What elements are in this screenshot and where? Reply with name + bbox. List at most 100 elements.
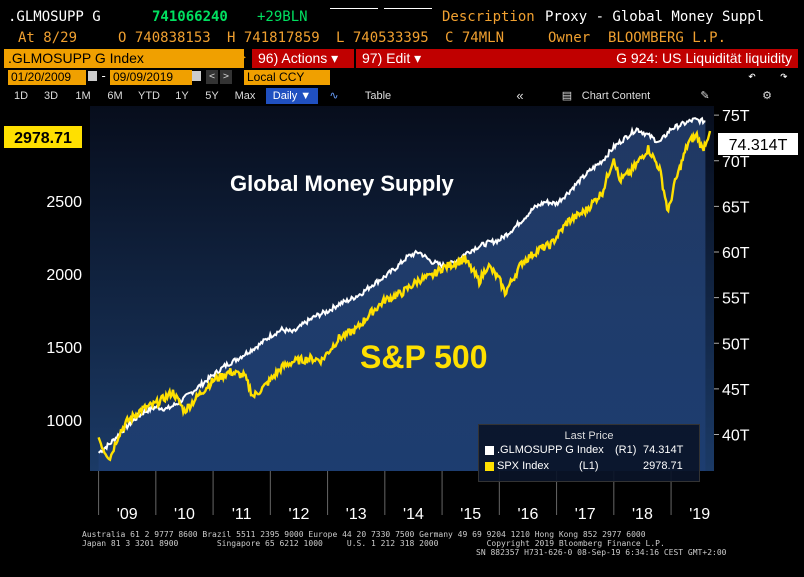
period-bar: 1D 3D 1M 6M YTD 1Y 5Y Max Daily ▼ ∿ Tabl… — [0, 86, 804, 106]
spx-data-point — [355, 329, 357, 331]
spx-data-point — [659, 168, 661, 170]
actions-menu[interactable]: 96) Actions ▾ — [252, 49, 354, 68]
period-ytd[interactable]: YTD — [138, 90, 160, 102]
gms-data-point — [338, 303, 340, 305]
gms-data-point — [373, 283, 375, 285]
x-tick-label: '09 — [117, 506, 138, 523]
chevron-left-icon[interactable]: < — [206, 70, 218, 84]
gear-icon[interactable]: ⚙ — [762, 90, 772, 102]
chart-content-button[interactable]: Chart Content — [581, 90, 651, 102]
gms-data-point — [395, 267, 397, 269]
gms-data-point — [178, 402, 180, 404]
date-range-bar: 01/20/2009 - 09/09/2019 < > Local CCY ↶ … — [0, 69, 804, 86]
price-change: +29BLN — [257, 9, 308, 25]
ohlc-line: At 8/29 O 740838153 H 741817859 L 740533… — [0, 28, 804, 48]
edit-menu[interactable]: 97) Edit ▾ — [356, 49, 446, 68]
x-tick-label: '15 — [460, 506, 481, 523]
edit-icon[interactable]: ✎ — [700, 90, 710, 102]
right-tick-label: 65T — [722, 199, 750, 216]
end-date-field[interactable]: 09/09/2019 — [110, 70, 192, 85]
gms-data-point — [166, 408, 168, 410]
gms-data-point — [533, 207, 535, 209]
gms-data-point — [315, 315, 317, 317]
gms-data-point — [705, 121, 707, 123]
gms-data-point — [281, 329, 283, 331]
spx-data-point — [539, 248, 541, 250]
gms-data-point — [270, 335, 272, 337]
start-date-field[interactable]: 01/20/2009 — [8, 70, 86, 85]
period-6m[interactable]: 6M — [107, 90, 123, 102]
gms-data-point — [350, 299, 352, 301]
annotation-spx: S&P 500 — [360, 339, 488, 375]
collapse-icon[interactable]: « — [516, 88, 524, 103]
redo-icon[interactable]: ↷ — [780, 69, 788, 84]
legend-axis-gms: (R1) — [615, 444, 637, 456]
spx-data-point — [104, 450, 106, 452]
spx-data-point — [521, 261, 523, 263]
gms-data-point — [155, 406, 157, 408]
gms-data-point — [212, 374, 214, 376]
spx-data-point — [118, 434, 120, 436]
spx-data-point — [109, 457, 111, 459]
gms-data-point — [682, 123, 684, 125]
spx-data-point — [172, 391, 174, 393]
gms-data-point — [556, 203, 558, 205]
spx-data-point — [384, 299, 386, 301]
annotation-gms: Global Money Supply — [230, 171, 454, 196]
legend-value-gms: 74.314T — [643, 444, 684, 456]
legend-axis-spx: (L1) — [579, 460, 599, 472]
gms-data-point — [464, 253, 466, 255]
gms-data-point — [670, 128, 672, 130]
gms-data-point — [407, 256, 409, 258]
period-5y[interactable]: 5Y — [205, 90, 219, 102]
legend: Last Price .GLMOSUPP G Index (R1) 74.314… — [478, 424, 700, 482]
gms-data-point — [453, 262, 455, 264]
spx-data-point — [504, 292, 506, 294]
security-field[interactable]: .GLMOSUPP G Index — [4, 49, 244, 68]
gms-data-point — [510, 230, 512, 232]
last-price: 741066240 — [152, 9, 228, 25]
period-max[interactable]: Max — [234, 90, 256, 102]
calendar-icon[interactable] — [88, 71, 97, 81]
spx-data-point — [702, 149, 704, 151]
spx-data-point — [673, 186, 675, 188]
description-label: Description — [442, 9, 535, 25]
gms-data-point — [590, 169, 592, 171]
footer-timestamp: SN 882357 H731-626-0 08-Sep-19 6:34:16 C… — [476, 548, 727, 557]
low-value: L 740533395 — [336, 30, 429, 46]
money-supply-chart: 1000 1500 2000 2500 40T 45T 50T 55T 60T 65T 70T 75… — [4, 106, 798, 523]
quote-line: .GLMOSUPP G 741066240 +29BLN Description… — [0, 6, 804, 28]
undo-icon[interactable]: ↶ — [748, 69, 756, 84]
as-of-date: At 8/29 — [18, 30, 78, 46]
spx-data-point — [198, 394, 200, 396]
frequency-select[interactable]: Daily ▼ — [266, 88, 318, 104]
period-1m[interactable]: 1M — [75, 90, 91, 102]
table-button[interactable]: Table — [364, 90, 392, 102]
spx-data-point — [567, 221, 569, 223]
spx-data-point — [487, 264, 489, 266]
gms-data-point — [544, 201, 546, 203]
right-tick-label: 50T — [722, 336, 750, 353]
right-tick-label: 60T — [722, 245, 750, 262]
spx-data-point — [292, 361, 294, 363]
spx-data-point — [252, 396, 254, 398]
period-1y[interactable]: 1Y — [175, 90, 189, 102]
spx-data-point — [478, 280, 480, 282]
calendar-icon[interactable] — [192, 71, 201, 81]
gms-data-point — [613, 146, 615, 148]
legend-label-gms: .GLMOSUPP G Index — [497, 444, 604, 456]
period-1d[interactable]: 1D — [13, 90, 29, 102]
period-3d[interactable]: 3D — [43, 90, 59, 102]
spx-data-point — [584, 210, 586, 212]
owner-value: BLOOMBERG L.P. — [608, 30, 727, 46]
gms-data-point — [144, 411, 146, 413]
chevron-right-icon[interactable]: ▶ — [240, 52, 247, 63]
chevron-right-icon[interactable]: > — [220, 70, 232, 84]
line-chart-icon[interactable]: ∿ — [329, 90, 339, 102]
spx-data-point — [229, 371, 231, 373]
x-tick-label: '13 — [346, 506, 367, 523]
x-tick-label: '18 — [632, 506, 653, 523]
chart-content-icon[interactable]: ▤ — [561, 90, 573, 102]
spx-data-point — [696, 134, 698, 136]
currency-select[interactable]: Local CCY — [244, 70, 330, 85]
